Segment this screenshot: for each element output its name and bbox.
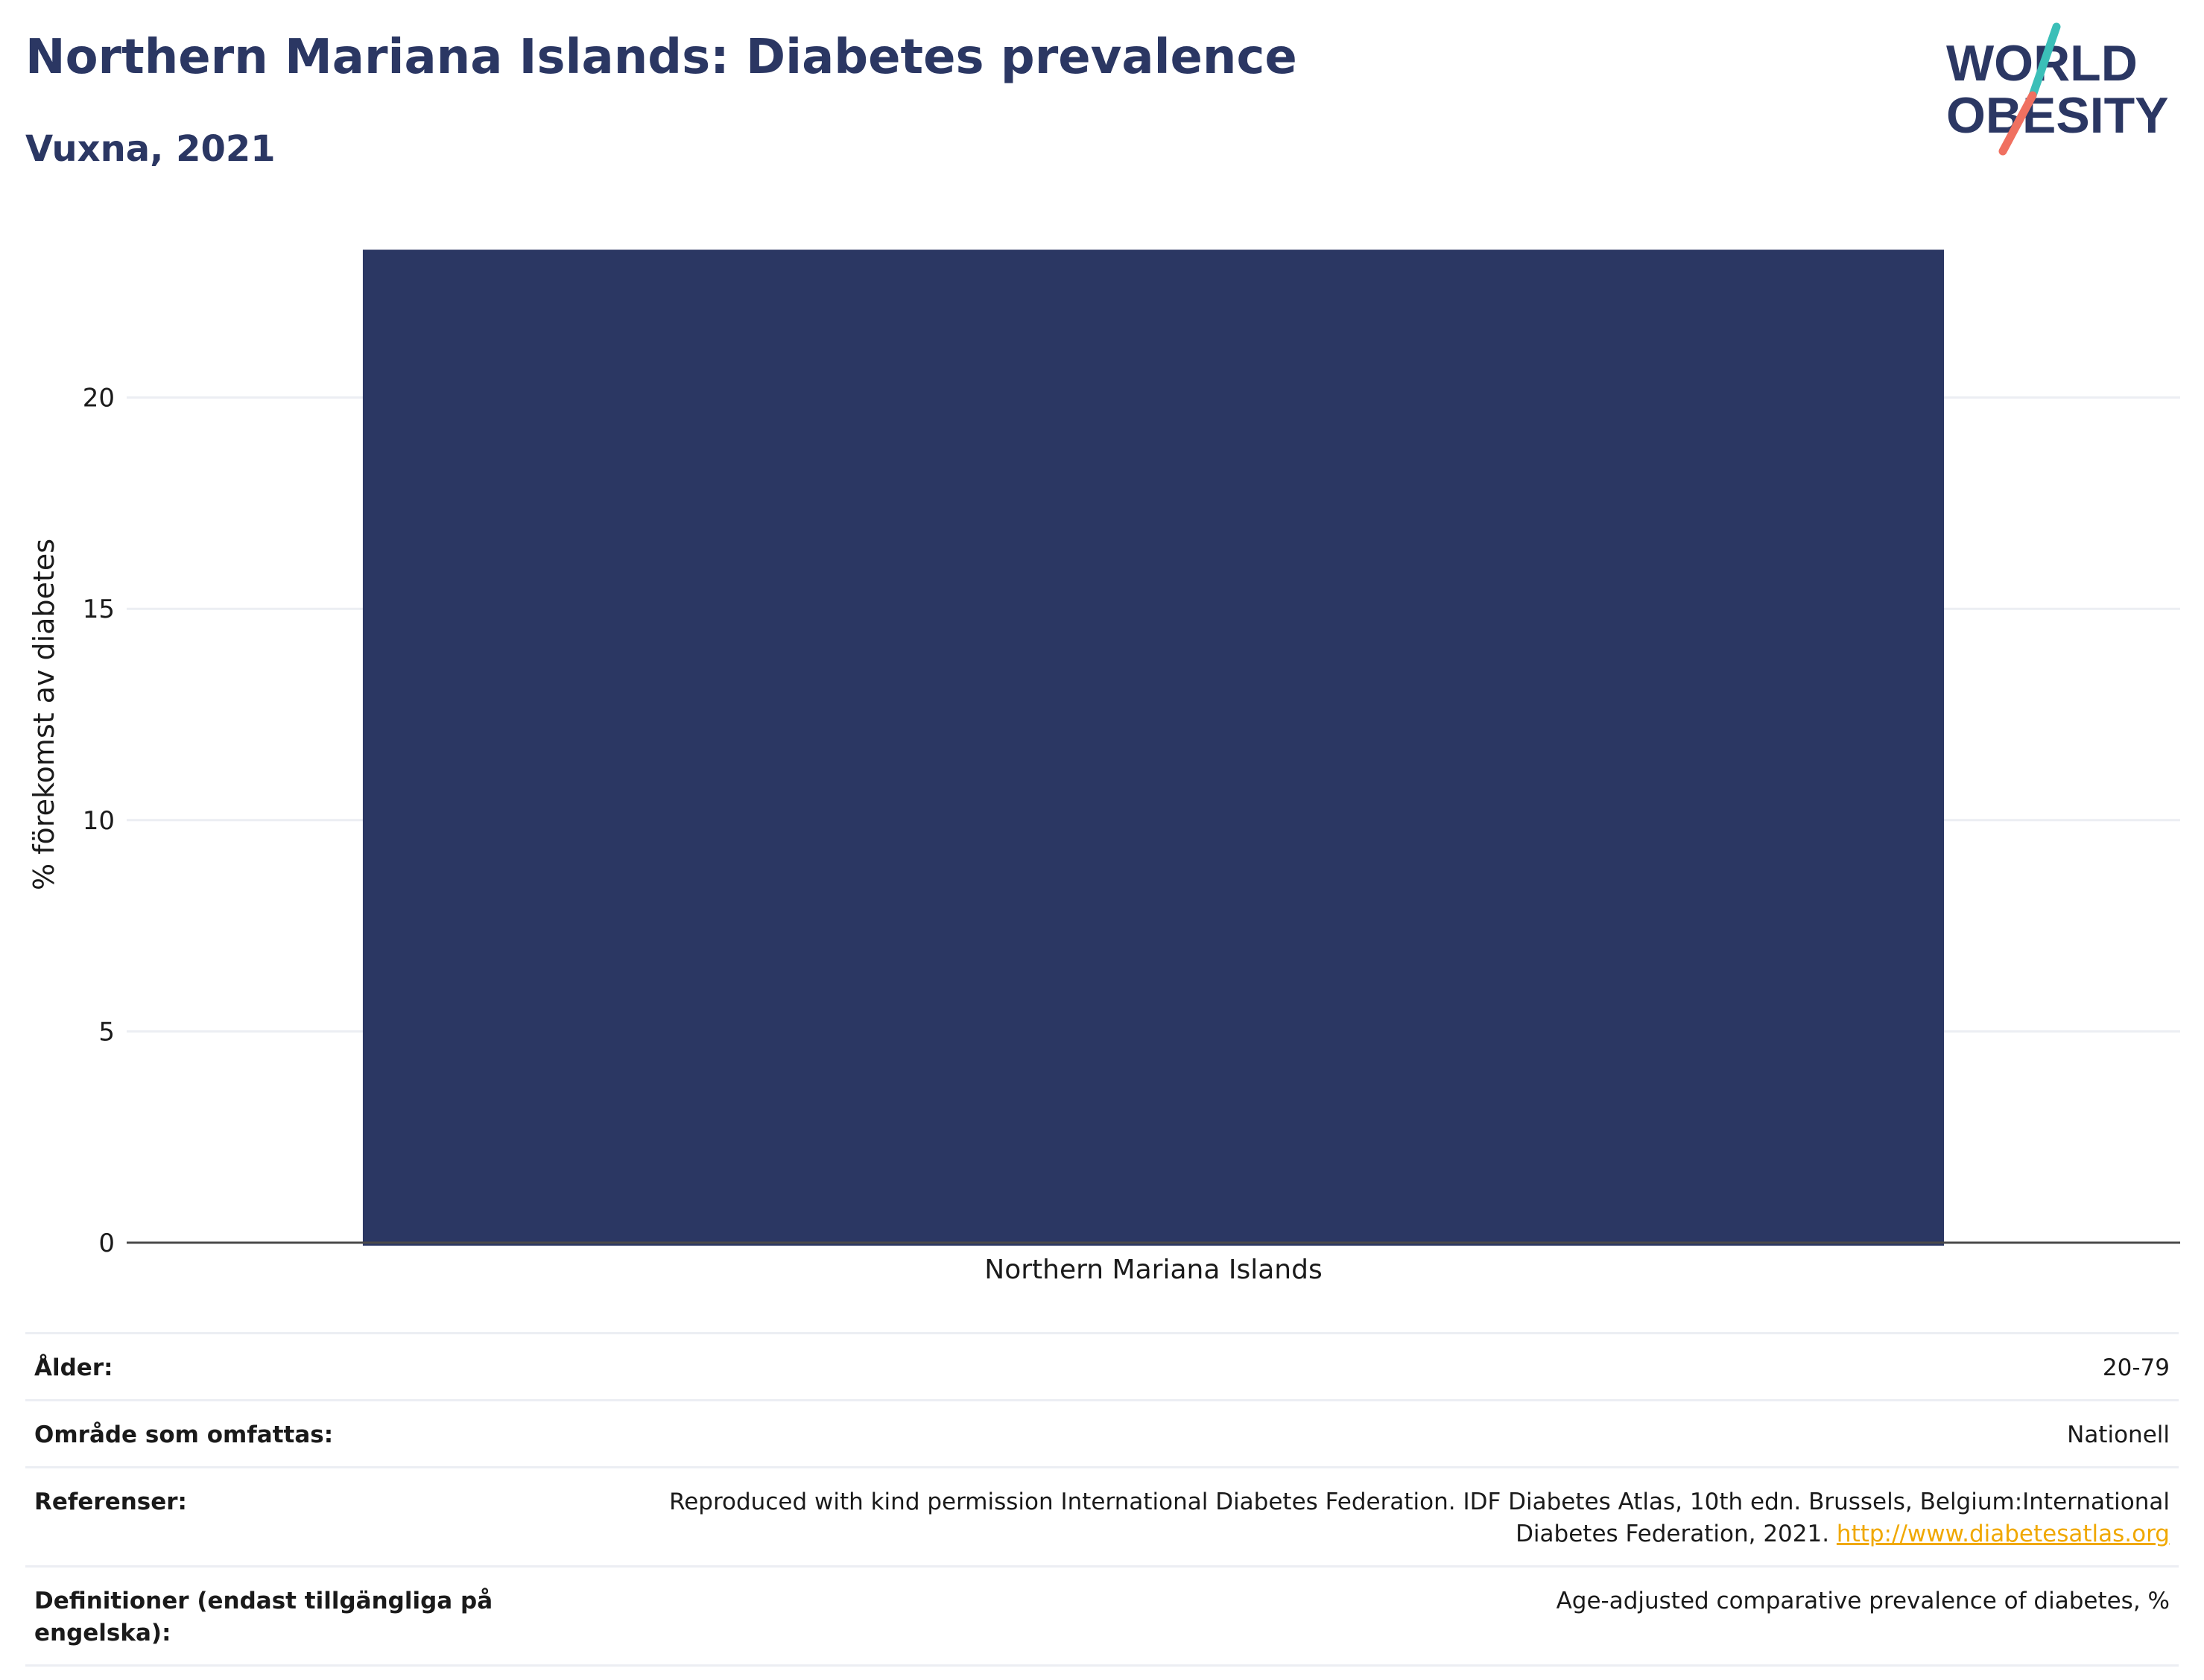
meta-label: Område som omfattas: [34, 1421, 334, 1448]
y-tick-label: 20 [83, 384, 115, 413]
bars [362, 250, 1945, 1246]
chart-subtitle: Vuxna, 2021 [25, 128, 276, 170]
meta-value-references: Reproduced with kind permission Internat… [511, 1486, 2170, 1550]
bar-chart: 0 5 10 15 20 Northern Mariana Islands % före… [28, 250, 2180, 1285]
meta-value: Nationell [2067, 1421, 2170, 1448]
meta-row-age: Ålder: 20-79 [25, 1334, 2179, 1401]
logo-slash-teal [2028, 22, 2061, 100]
y-tick-label: 0 [98, 1229, 115, 1258]
metadata-table: Ålder: 20-79 Område som omfattas: Nation… [25, 1332, 2179, 1667]
y-tick-labels: 0 5 10 15 20 [83, 384, 115, 1258]
y-tick-label: 15 [83, 595, 115, 624]
meta-row-references: Referenser: Reproduced with kind permiss… [25, 1468, 2179, 1568]
logo-slash-coral [1998, 91, 2037, 156]
y-tick-label: 10 [83, 806, 115, 836]
world-obesity-logo: WORLD OBESITY [1946, 22, 2169, 156]
x-tick-labels: Northern Mariana Islands [984, 1255, 1322, 1285]
meta-row-coverage: Område som omfattas: Nationell [25, 1401, 2179, 1468]
logo-word-obesity: OBESITY [1946, 87, 2169, 144]
meta-value: 20-79 [2102, 1354, 2170, 1381]
meta-label: Definitioner (endast tillgängliga på eng… [34, 1588, 493, 1646]
y-axis-title: % förekomst av diabetes [28, 539, 60, 890]
y-tick-label: 5 [98, 1017, 115, 1047]
meta-value: Age-adjusted comparative prevalence of d… [1556, 1588, 2170, 1614]
x-tick-label: Northern Mariana Islands [984, 1255, 1322, 1285]
meta-row-definitions: Definitioner (endast tillgängliga på eng… [25, 1568, 2179, 1667]
reference-link[interactable]: http://www.diabetesatlas.org [1836, 1521, 2170, 1547]
meta-label: Referenser: [34, 1489, 187, 1515]
reference-text-line2: Diabetes Federation, 2021. [1516, 1521, 1837, 1547]
bar-northern-mariana-islands[interactable] [362, 250, 1945, 1246]
meta-label: Ålder: [34, 1354, 113, 1381]
chart-title: Northern Mariana Islands: Diabetes preva… [25, 30, 1297, 85]
reference-text-line1: Reproduced with kind permission Internat… [669, 1489, 2170, 1515]
